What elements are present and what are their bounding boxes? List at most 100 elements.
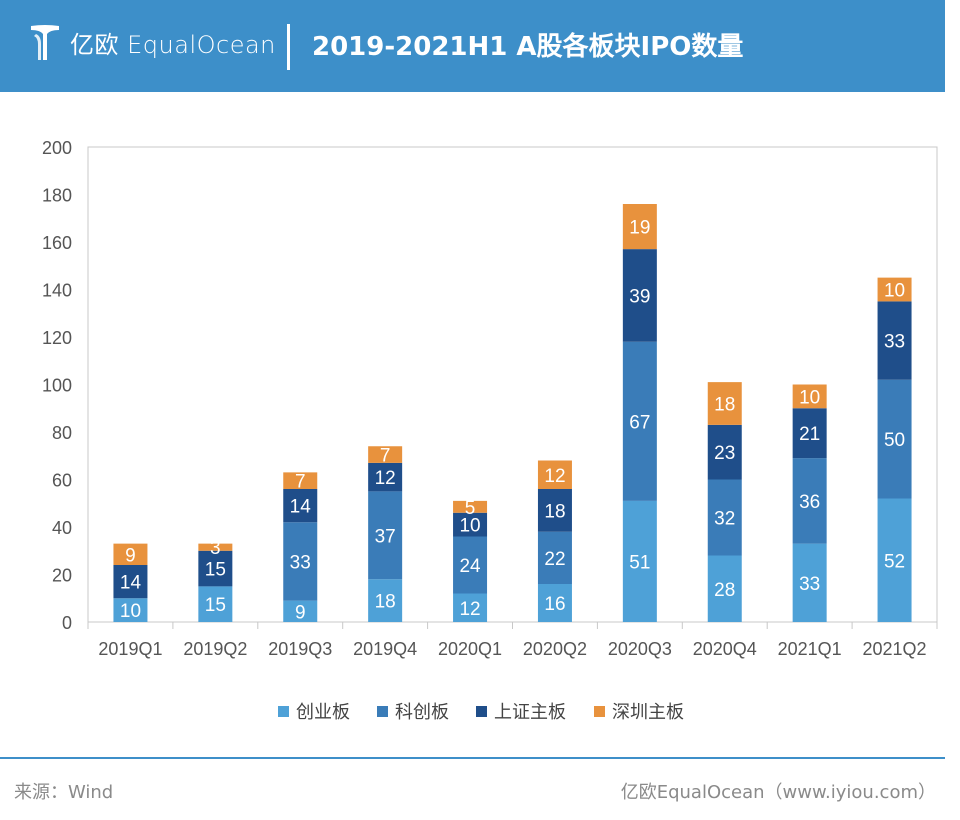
credit-label: 亿欧EqualOcean（www.iyiou.com）: [620, 782, 936, 803]
x-tick-label: 2019Q3: [268, 639, 332, 659]
bar-segment: [198, 550, 233, 587]
bar-segment: [622, 500, 657, 622]
legend-label: 深圳主板: [612, 702, 684, 723]
data-label: 9: [125, 545, 136, 566]
bar-segment: [368, 491, 403, 580]
data-label: 18: [714, 395, 735, 416]
data-label: 51: [629, 552, 650, 573]
data-label: 15: [205, 595, 226, 616]
stacked-bar-chart: 0 20 40 60 80 100 120 140 160 180 200 2019Q1 10 14 9 20…: [42, 138, 938, 723]
y-tick-label: 80: [52, 423, 72, 443]
data-label: 16: [544, 594, 565, 615]
bar-segment: [453, 536, 488, 594]
data-label: 24: [459, 556, 481, 577]
bar-segment: [877, 498, 912, 622]
bar-segment: [877, 277, 912, 302]
y-tick-label: 160: [42, 233, 72, 253]
data-label: 12: [375, 468, 396, 489]
x-tick-label: 2020Q2: [523, 639, 587, 659]
y-tick-label: 100: [42, 376, 72, 396]
logo: 亿欧 EqualOcean: [28, 22, 276, 62]
legend-swatch: [594, 706, 605, 717]
data-label: 5: [465, 498, 476, 519]
bar-segment: [283, 600, 318, 622]
x-tick-label: 2020Q3: [608, 639, 672, 659]
footer-divider: [0, 757, 945, 759]
x-tick-label: 2019Q2: [183, 639, 247, 659]
data-label: 10: [799, 387, 820, 408]
bar-segment: [113, 598, 148, 622]
bar-segment: [622, 341, 657, 501]
bar-segment: [198, 543, 233, 551]
data-label: 7: [380, 446, 391, 467]
data-label: 14: [120, 573, 142, 594]
data-label: 12: [459, 599, 480, 620]
x-tick-label: 2021Q2: [863, 639, 927, 659]
bar-segment: [368, 446, 403, 463]
data-label: 36: [799, 492, 820, 513]
data-label: 39: [629, 286, 650, 307]
data-label: 15: [205, 560, 226, 581]
data-label: 22: [544, 549, 565, 570]
data-label: 32: [714, 509, 735, 530]
bar-segment: [792, 458, 827, 544]
bar-segment: [792, 408, 827, 459]
legend-label: 上证主板: [494, 702, 566, 723]
bar-segment: [707, 382, 742, 425]
legend-label: 科创板: [395, 702, 449, 723]
page-title: 2019-2021H1 A股各板块IPO数量: [312, 32, 744, 62]
bar-segment: [453, 500, 488, 513]
y-tick-label: 60: [52, 471, 72, 491]
bar-segment: [707, 555, 742, 622]
data-label: 23: [714, 443, 735, 464]
y-tick-label: 200: [42, 138, 72, 158]
bar-segment: [198, 586, 233, 622]
bar-segment: [283, 522, 318, 601]
bar-segment: [877, 379, 912, 499]
bar-segment: [537, 460, 572, 489]
data-label: 67: [629, 412, 650, 433]
legend-swatch: [278, 706, 289, 717]
bar-segment: [368, 579, 403, 622]
data-label: 28: [714, 580, 735, 601]
x-tick-label: 2019Q4: [353, 639, 417, 659]
data-label: 50: [884, 430, 905, 451]
equalocean-logo-icon: [31, 25, 59, 60]
source-label: 来源：Wind: [14, 782, 114, 803]
bar-segment: [707, 479, 742, 556]
y-tick-label: 40: [52, 518, 72, 538]
legend-swatch: [476, 706, 487, 717]
data-label: 19: [629, 218, 650, 239]
y-tick-label: 0: [62, 613, 72, 633]
bar-segment: [113, 565, 148, 599]
header-banner: 亿欧 EqualOcean 2019-2021H1 A股各板块IPO数量: [0, 0, 945, 92]
bar-segment: [622, 204, 657, 250]
data-label: 3: [210, 538, 221, 559]
data-label: 33: [290, 552, 311, 573]
data-label: 10: [884, 281, 905, 302]
y-tick-label: 180: [42, 186, 72, 206]
x-tick-label: 2019Q1: [98, 639, 162, 659]
data-label: 37: [375, 526, 396, 547]
bar-segment: [622, 249, 657, 342]
bar-segment: [792, 543, 827, 622]
header-divider: [287, 24, 290, 70]
data-label: 33: [884, 332, 905, 353]
data-label: 7: [295, 472, 306, 493]
data-label: 21: [799, 424, 820, 445]
bar-segment: [113, 543, 148, 565]
data-label: 18: [544, 501, 565, 522]
legend-label: 创业板: [296, 702, 350, 723]
bar-segment: [707, 424, 742, 480]
bar-segment: [283, 472, 318, 489]
x-tick-label: 2020Q1: [438, 639, 502, 659]
legend-swatch: [377, 706, 388, 717]
bar-segment: [368, 462, 403, 492]
data-label: 33: [799, 574, 820, 595]
y-tick-label: 20: [52, 566, 72, 586]
y-tick-label: 140: [42, 281, 72, 301]
data-label: 10: [120, 601, 141, 622]
bar-segment: [792, 384, 827, 409]
logo-text: 亿欧 EqualOcean: [70, 30, 276, 59]
data-label: 9: [295, 602, 306, 623]
